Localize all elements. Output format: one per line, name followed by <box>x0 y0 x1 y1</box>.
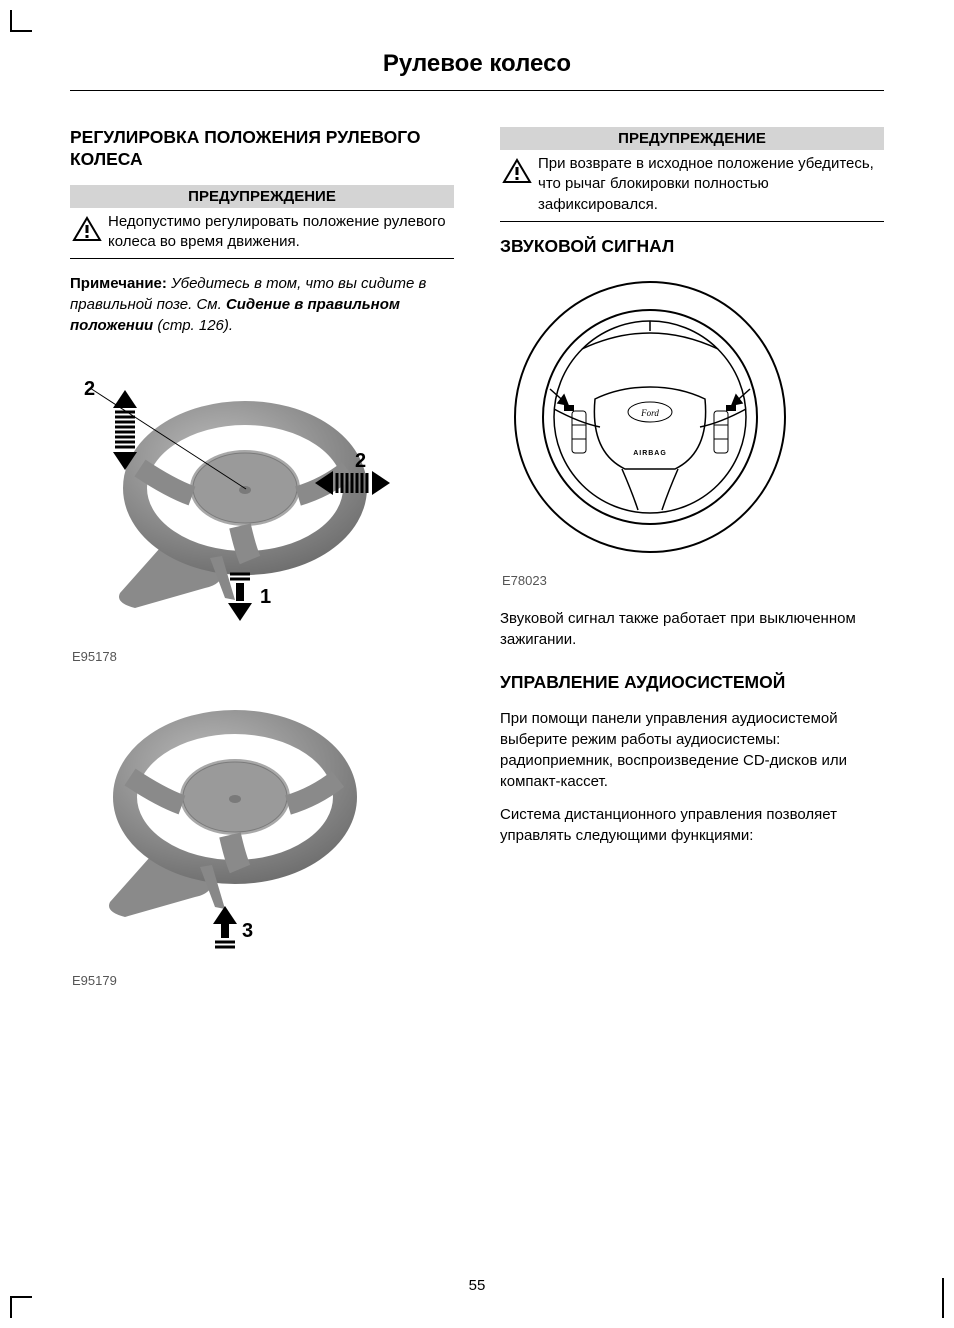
figure-steering-adjust-2: 3 <box>70 692 454 967</box>
left-column: РЕГУЛИРОВКА ПОЛОЖЕНИЯ РУЛЕВОГО КОЛЕСА ПР… <box>70 127 454 1008</box>
page-number: 55 <box>0 1277 954 1294</box>
note-tail: (стр. 126). <box>153 317 233 334</box>
heading-horn: ЗВУКОВОЙ СИГНАЛ <box>500 236 884 258</box>
callout-3: 3 <box>242 920 253 943</box>
figure-1-id: E95178 <box>72 649 454 664</box>
callout-1: 1 <box>260 586 271 609</box>
right-column: ПРЕДУПРЕЖДЕНИЕ При возврате в исходное п… <box>500 127 884 1008</box>
warning-body-2: При возврате в исходное положение убедит… <box>500 150 884 221</box>
callout-2b: 2 <box>355 450 366 473</box>
callout-2a: 2 <box>84 378 95 401</box>
airbag-label: AIRBAG <box>633 450 667 457</box>
heading-audio: УПРАВЛЕНИЕ АУДИОСИСТЕМОЙ <box>500 672 884 694</box>
heading-steering-adjustment: РЕГУЛИРОВКА ПОЛОЖЕНИЯ РУЛЕВОГО КОЛЕСА <box>70 127 454 171</box>
warning-separator-2 <box>500 221 884 222</box>
warning-triangle-icon <box>72 216 102 242</box>
warning-text: Недопустимо регулировать положение рулев… <box>108 212 454 253</box>
warning-separator <box>70 258 454 259</box>
warning-header-2: ПРЕДУПРЕЖДЕНИЕ <box>500 127 884 150</box>
note-paragraph: Примечание: Убедитесь в том, что вы сиди… <box>70 273 454 336</box>
audio-paragraph-2: Система дистанционного управления позвол… <box>500 804 884 846</box>
warning-triangle-icon <box>502 158 532 184</box>
title-rule <box>70 90 884 91</box>
warning-body: Недопустимо регулировать положение рулев… <box>70 208 454 259</box>
warning-text-2: При возврате в исходное положение убедит… <box>538 154 884 215</box>
content-columns: РЕГУЛИРОВКА ПОЛОЖЕНИЯ РУЛЕВОГО КОЛЕСА ПР… <box>70 127 884 1008</box>
note-label: Примечание: <box>70 275 167 292</box>
horn-paragraph: Звуковой сигнал также работает при выклю… <box>500 608 884 650</box>
ford-logo-text: Ford <box>640 408 659 418</box>
figure-steering-adjust-1: 2 2 1 <box>70 348 454 643</box>
warning-header: ПРЕДУПРЕЖДЕНИЕ <box>70 185 454 208</box>
page-title: Рулевое колесо <box>70 50 884 78</box>
audio-paragraph-1: При помощи панели управления аудиосистем… <box>500 708 884 792</box>
figure-2-id: E95179 <box>72 973 454 988</box>
figure-3-id: E78023 <box>502 573 884 588</box>
figure-horn: Ford AIRBAG <box>500 272 884 567</box>
